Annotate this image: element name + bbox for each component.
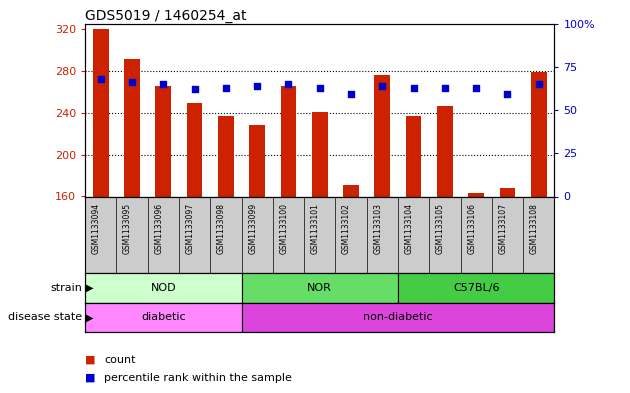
Text: NOR: NOR [307, 283, 332, 293]
Point [158, 81, 168, 87]
Bar [312, 112, 328, 196]
Point [220, 84, 231, 91]
Bar [398, 273, 554, 303]
Text: GSM1133099: GSM1133099 [248, 203, 257, 254]
Point [284, 81, 294, 87]
Point [190, 86, 200, 92]
Point [377, 83, 387, 89]
Bar [374, 75, 390, 196]
Bar [249, 125, 265, 196]
Point [96, 76, 106, 82]
Point [408, 84, 418, 91]
Text: GDS5019 / 1460254_at: GDS5019 / 1460254_at [85, 9, 246, 22]
Point [502, 91, 512, 97]
Text: diabetic: diabetic [141, 312, 186, 322]
Text: disease state: disease state [8, 312, 82, 322]
Bar [93, 29, 108, 196]
Bar [437, 107, 453, 196]
Bar [186, 103, 202, 196]
Bar [241, 303, 554, 332]
Point [252, 83, 262, 89]
Bar [531, 72, 547, 196]
Bar [85, 303, 241, 332]
Bar [124, 59, 140, 196]
Text: GSM1133101: GSM1133101 [311, 203, 319, 253]
Text: percentile rank within the sample: percentile rank within the sample [104, 373, 292, 383]
Text: GSM1133094: GSM1133094 [92, 203, 101, 254]
Text: GSM1133106: GSM1133106 [467, 203, 476, 253]
Text: GSM1133107: GSM1133107 [498, 203, 507, 253]
Bar [406, 116, 421, 196]
Text: ▶: ▶ [86, 283, 94, 293]
Bar [500, 188, 515, 196]
Text: ■: ■ [85, 354, 96, 365]
Text: GSM1133108: GSM1133108 [530, 203, 539, 253]
Bar [241, 273, 398, 303]
Text: GSM1133105: GSM1133105 [436, 203, 445, 253]
Point [314, 84, 325, 91]
Text: GSM1133095: GSM1133095 [123, 203, 132, 254]
Text: non-diabetic: non-diabetic [363, 312, 433, 322]
Point [127, 79, 137, 86]
Text: GSM1133097: GSM1133097 [186, 203, 195, 254]
Bar [343, 185, 359, 196]
Text: ■: ■ [85, 373, 96, 383]
Text: strain: strain [50, 283, 82, 293]
Bar [280, 86, 296, 196]
Text: GSM1133096: GSM1133096 [154, 203, 163, 254]
Text: count: count [104, 354, 135, 365]
Text: GSM1133102: GSM1133102 [342, 203, 351, 253]
Text: C57BL/6: C57BL/6 [453, 283, 500, 293]
Text: ▶: ▶ [86, 312, 94, 322]
Text: GSM1133100: GSM1133100 [280, 203, 289, 253]
Point [440, 84, 450, 91]
Text: GSM1133098: GSM1133098 [217, 203, 226, 253]
Point [471, 84, 481, 91]
Point [346, 91, 356, 97]
Bar [218, 116, 234, 196]
Bar [156, 86, 171, 196]
Text: NOD: NOD [151, 283, 176, 293]
Bar [85, 273, 241, 303]
Point [534, 81, 544, 87]
Text: GSM1133104: GSM1133104 [404, 203, 413, 253]
Text: GSM1133103: GSM1133103 [374, 203, 382, 253]
Bar [468, 193, 484, 196]
